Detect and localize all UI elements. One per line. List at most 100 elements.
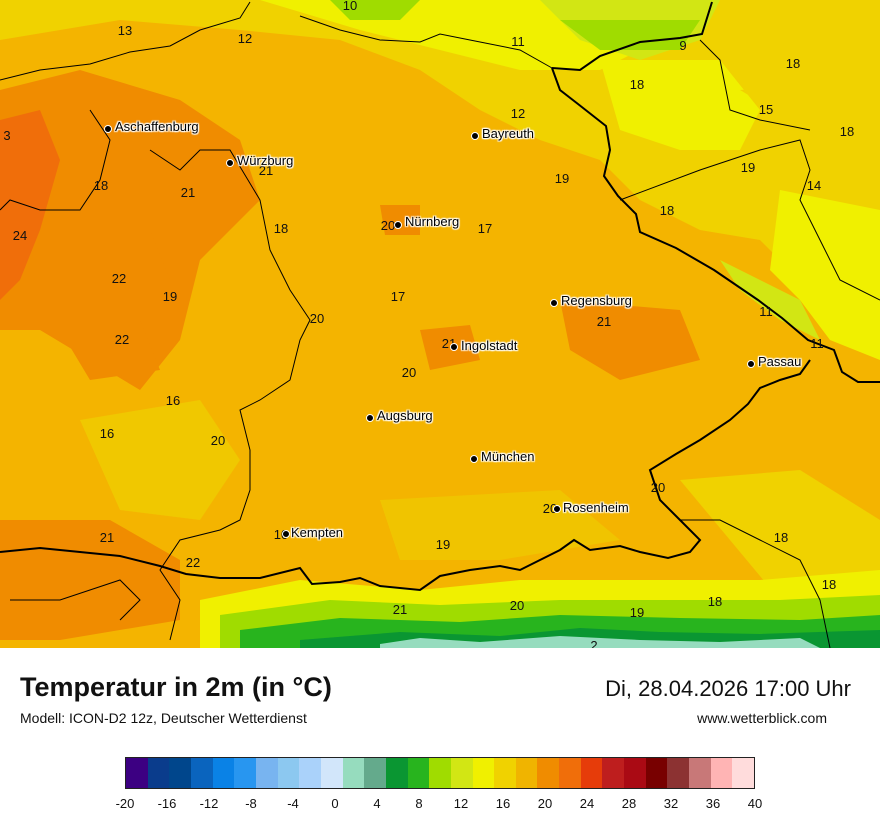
legend-tick-label: 40 [747, 796, 763, 811]
temp-label: 18 [785, 56, 801, 71]
temp-label: 18 [707, 594, 723, 609]
website-link[interactable]: www.wetterblick.com [697, 710, 827, 726]
legend-tick-label: -12 [199, 796, 219, 811]
legend-swatch [299, 758, 321, 788]
legend-swatch [689, 758, 711, 788]
city-label-nuernberg: Nürnberg [405, 214, 460, 229]
city-label-kempten: Kempten [291, 525, 344, 540]
legend-swatch [255, 758, 278, 788]
temp-label: 12 [510, 106, 526, 121]
legend-swatch [169, 758, 191, 788]
temperature-map: 10 13 12 11 9 18 18 12 15 18 3 19 19 14 … [0, 0, 880, 648]
temp-label: 19 [162, 289, 178, 304]
map-footer: Temperatur in 2m (in °C) Modell: ICON-D2… [0, 648, 880, 830]
legend-swatch [559, 758, 581, 788]
city-marker [282, 530, 290, 538]
legend-swatch [364, 758, 386, 788]
legend-swatch [472, 758, 495, 788]
map-title: Temperatur in 2m (in °C) [20, 672, 332, 702]
legend-swatch [190, 758, 213, 788]
temp-label: 20 [509, 598, 525, 613]
temp-label: 11 [759, 304, 773, 319]
temp-label: 18 [629, 77, 645, 92]
legend-swatch [667, 758, 690, 788]
legend-swatch [732, 758, 755, 788]
temp-label: 20 [380, 218, 396, 233]
temp-label: 13 [117, 23, 133, 38]
legend-swatch [494, 758, 516, 788]
temp-label: 12 [237, 31, 253, 46]
temp-label: 18 [821, 577, 837, 592]
legend-swatch [342, 758, 365, 788]
legend-swatch [212, 758, 235, 788]
legend-tick-label: 32 [663, 796, 679, 811]
legend-tick-label: -20 [115, 796, 135, 811]
legend-swatch [234, 758, 256, 788]
temp-label: 22 [111, 271, 127, 286]
temp-label: 21 [99, 530, 115, 545]
legend-tick-label: 12 [453, 796, 469, 811]
legend-swatch [602, 758, 625, 788]
temp-label: 19 [435, 537, 451, 552]
legend-tick-label: 36 [705, 796, 721, 811]
legend-swatch [537, 758, 560, 788]
legend-tick-label: 8 [415, 796, 423, 811]
temp-label: 3 [3, 128, 11, 143]
temp-label: 18 [93, 178, 109, 193]
temp-label: 9 [679, 38, 687, 53]
temp-label: 18 [773, 530, 789, 545]
temp-label: 18 [659, 203, 675, 218]
temp-label: 18 [839, 124, 855, 139]
temp-label: 16 [165, 393, 181, 408]
temp-label: 21 [392, 602, 408, 617]
temp-label: 21 [596, 314, 612, 329]
legend-swatch [580, 758, 603, 788]
legend-swatch [385, 758, 408, 788]
temp-label: 20 [401, 365, 417, 380]
city-label-muenchen: München [481, 449, 535, 464]
temp-label: 11 [810, 336, 824, 351]
city-label-passau: Passau [758, 354, 802, 369]
city-marker [470, 455, 478, 463]
city-label-ingolstadt: Ingolstadt [461, 338, 518, 353]
legend-tick-label: -16 [157, 796, 177, 811]
city-label-regensburg: Regensburg [561, 293, 632, 308]
city-marker [471, 132, 479, 140]
legend-swatch [515, 758, 538, 788]
temp-label: 21 [258, 163, 274, 178]
legend-tick-label: 24 [579, 796, 595, 811]
legend-swatch [429, 758, 451, 788]
temp-label: 20 [210, 433, 226, 448]
legend-tick-label: 28 [621, 796, 637, 811]
temp-label: 17 [390, 289, 406, 304]
city-marker [553, 505, 561, 513]
model-info: Modell: ICON-D2 12z, Deutscher Wetterdie… [20, 710, 307, 726]
temp-label: 19 [554, 171, 570, 186]
legend-swatch [624, 758, 646, 788]
temp-label: 2 [590, 638, 598, 649]
legend-tick-label: 20 [537, 796, 553, 811]
temp-label: 22 [185, 555, 201, 570]
legend-tick-label: 16 [495, 796, 511, 811]
color-legend [125, 757, 755, 789]
temp-label: 16 [99, 426, 115, 441]
legend-swatch [407, 758, 430, 788]
legend-tick-label: 4 [373, 796, 381, 811]
map-background [0, 0, 880, 648]
forecast-datetime: Di, 28.04.2026 17:00 Uhr [605, 676, 851, 701]
temp-label: 15 [758, 102, 774, 117]
city-label-rosenheim: Rosenheim [563, 500, 629, 515]
temp-label: 10 [342, 0, 358, 13]
temp-label: 17 [477, 221, 493, 236]
temp-label: 11 [511, 34, 525, 49]
city-marker [104, 125, 112, 133]
temp-label: 20 [309, 311, 325, 326]
city-label-augsburg: Augsburg [377, 408, 433, 423]
city-label-aschaffenburg: Aschaffenburg [115, 119, 199, 134]
temp-label: 19 [629, 605, 645, 620]
legend-tick-label: 0 [331, 796, 339, 811]
city-marker [226, 159, 234, 167]
city-marker [450, 343, 458, 351]
city-label-bayreuth: Bayreuth [482, 126, 535, 141]
legend-swatch [710, 758, 733, 788]
